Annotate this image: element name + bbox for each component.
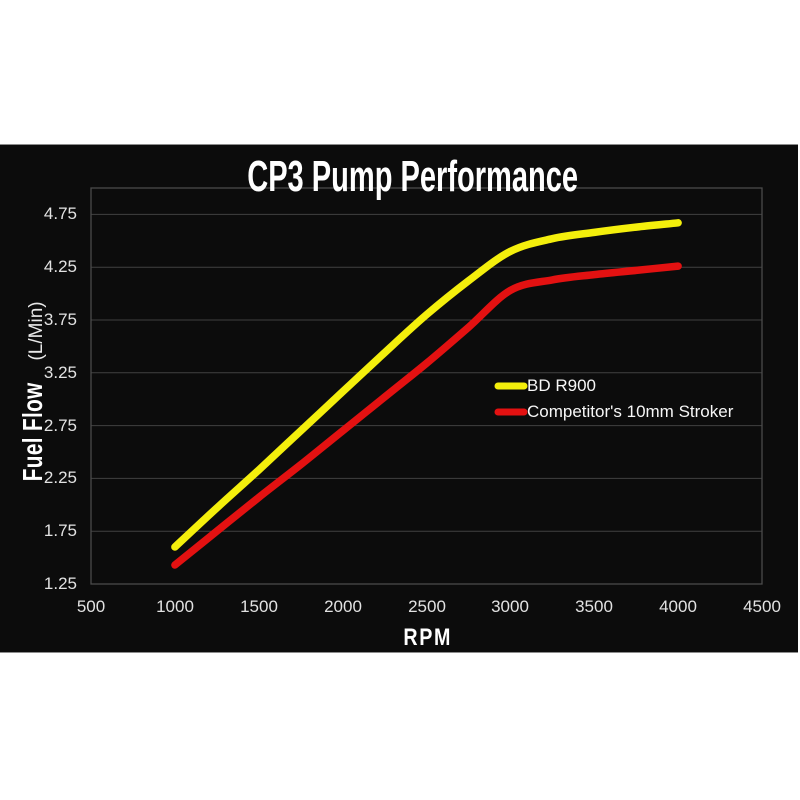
x-tick-label-4000: 4000	[659, 597, 697, 616]
series-line-bd-r900	[171, 219, 682, 551]
legend-label-competitor: Competitor's 10mm Stroker	[527, 402, 734, 421]
x-tick-label-3000: 3000	[491, 597, 529, 616]
x-axis-label: RPM	[228, 624, 628, 652]
x-tick-label-1500: 1500	[240, 597, 278, 616]
y-tick-label-3.75: 3.75	[43, 310, 77, 329]
x-tick-label-4500: 4500	[743, 597, 781, 616]
chart-title-text: CP3 Pump Performance	[247, 152, 579, 201]
x-tick-label-1000: 1000	[156, 597, 194, 616]
plot-border-rect	[90, 187, 763, 585]
legend-label-bd-r900: BD R900	[527, 376, 596, 395]
y-tick-label-1.25: 1.25	[43, 574, 77, 593]
chart-band	[0, 144, 798, 653]
chart-title: CP3 Pump Performance	[13, 155, 800, 199]
y-tick-label-3.25: 3.25	[43, 363, 77, 382]
y-tick-label-2.25: 2.25	[43, 468, 77, 487]
x-tick-label-3500: 3500	[575, 597, 613, 616]
y-tick-label-1.75: 1.75	[43, 521, 77, 540]
plot-border	[90, 187, 763, 585]
y-tick-label-4.25: 4.25	[43, 257, 77, 276]
x-axis-label-text: RPM	[403, 624, 453, 651]
x-tick-label-2000: 2000	[324, 597, 362, 616]
series-lines	[171, 219, 682, 569]
legend-markers	[494, 382, 528, 416]
y-tick-label-2.75: 2.75	[43, 416, 77, 435]
x-tick-label-500: 500	[76, 597, 106, 616]
y-tick-label-4.75: 4.75	[43, 204, 77, 223]
series-line-competitor-s-10mm-stroker	[171, 262, 682, 569]
x-tick-label-2500: 2500	[408, 597, 446, 616]
